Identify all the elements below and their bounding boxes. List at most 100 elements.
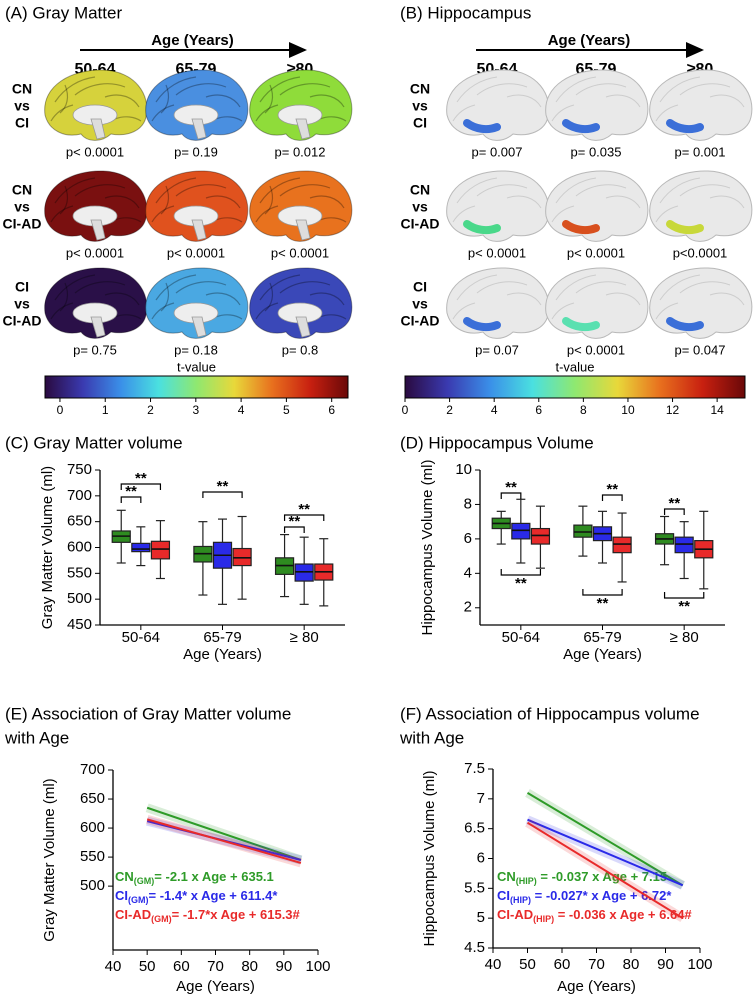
y-tick-label: 8 (464, 495, 472, 512)
x-tick-label: 50-64 (122, 629, 160, 646)
brain (145, 170, 249, 242)
sulcus (605, 292, 641, 306)
sulcus (114, 314, 142, 320)
colorbar (404, 375, 746, 399)
equation-text: = -2.1 x Age + 635.1 (154, 869, 273, 884)
x-axis-label: Age (Years) (557, 978, 636, 995)
brainstem (90, 316, 106, 338)
equation: CI(GM)= -1.4* x Age + 611.4* (115, 888, 278, 905)
box (150, 540, 171, 560)
row-label: vs (412, 98, 428, 114)
colorbar-tick-label: 14 (710, 403, 724, 417)
sulcus (309, 292, 345, 306)
y-tick-label: 10 (455, 461, 472, 478)
sulcus (506, 195, 542, 209)
y-tick-label: 600 (67, 538, 92, 555)
brain (44, 267, 148, 339)
significance-label: ** (505, 479, 517, 496)
significance-label: ** (135, 470, 147, 487)
axis-title: Age (Years) (151, 32, 234, 49)
y-tick-label: 6.5 (464, 820, 485, 837)
brainstem (191, 118, 207, 140)
p-value: p= 0.012 (275, 144, 326, 159)
colorbar-tick-label: 8 (580, 403, 587, 417)
significance-label: ** (217, 478, 229, 495)
colorbar-tick-label: 6 (328, 403, 335, 417)
row-label: CI (15, 115, 29, 131)
equation: CN(HIP) = -0.037 x Age + 7.15 (497, 869, 667, 886)
brain (249, 170, 353, 242)
x-axis-label: Age (Years) (563, 646, 642, 663)
equation: CI-AD(HIP) = -0.036 x Age + 6.64# (497, 907, 692, 924)
sulcus (506, 292, 542, 306)
box (674, 536, 694, 554)
hippocampus (463, 119, 501, 134)
brainstem (295, 118, 311, 140)
x-tick-label: 100 (687, 956, 712, 973)
sulcus (160, 282, 170, 312)
row-label: vs (14, 98, 30, 114)
row-label: vs (14, 199, 30, 215)
box (530, 527, 551, 545)
p-value: p= 0.75 (73, 342, 117, 357)
row-label: CN (12, 182, 32, 198)
y-tick-label: 700 (67, 487, 92, 504)
sulcus (151, 205, 175, 223)
brain (649, 69, 753, 141)
row-label: CI (15, 279, 29, 295)
significance-bracket (120, 483, 162, 490)
sulcus (151, 104, 175, 122)
sulcus (456, 177, 498, 204)
x-tick-label: 70 (588, 956, 605, 973)
y-tick-label: 2 (464, 599, 472, 616)
colorbar-tick-label: 6 (535, 403, 542, 417)
sulcus (551, 205, 575, 223)
equation: CI(HIP) = -0.027* x Age + 6.72* (497, 888, 672, 905)
brain (249, 69, 353, 141)
brain (145, 69, 249, 141)
sulcus (555, 177, 597, 204)
sulcus (160, 185, 170, 215)
brainstem (90, 219, 106, 241)
sulcus (104, 292, 140, 306)
sulcus (679, 184, 731, 197)
row-label: CI-AD (401, 313, 440, 329)
x-tick-label: ≥ 80 (290, 629, 319, 646)
hippocampus (666, 220, 704, 235)
significance-label: ** (606, 481, 618, 498)
hippocampus (666, 119, 704, 134)
equation-text: = -1.7*x Age + 615.3# (172, 907, 301, 922)
y-axis-label: Gray Matter Volume (ml) (41, 778, 58, 941)
sulcus (155, 274, 197, 301)
significance-label: ** (678, 598, 690, 615)
regression-line (527, 818, 684, 887)
y-tick-label: 500 (67, 590, 92, 607)
y-tick-label: 750 (67, 461, 92, 478)
y-tick-label: 650 (67, 513, 92, 530)
sulcus (175, 184, 227, 197)
sulcus (114, 116, 142, 122)
p-value: p= 0.18 (174, 342, 218, 357)
significance-bracket (601, 494, 623, 501)
sulcus (259, 274, 301, 301)
sulcus (259, 177, 301, 204)
p-value: p= 0.001 (675, 144, 726, 159)
brain (145, 267, 249, 339)
y-tick-label: 600 (80, 819, 105, 836)
box (612, 536, 632, 554)
sulcus (155, 177, 197, 204)
sulcus (659, 76, 701, 103)
brain (446, 267, 550, 339)
sulcus (279, 83, 331, 96)
hippocampus (562, 119, 600, 134)
sulcus (655, 302, 679, 320)
colorbar-tick-label: 2 (446, 403, 453, 417)
x-tick-label: 60 (173, 958, 190, 975)
sulcus (456, 274, 498, 301)
sulcus (175, 281, 227, 294)
equation-name: CI-AD (497, 907, 533, 922)
sulcus (59, 185, 69, 215)
sulcus (319, 116, 347, 122)
significance-bracket (202, 491, 243, 498)
significance-label: ** (289, 513, 301, 530)
